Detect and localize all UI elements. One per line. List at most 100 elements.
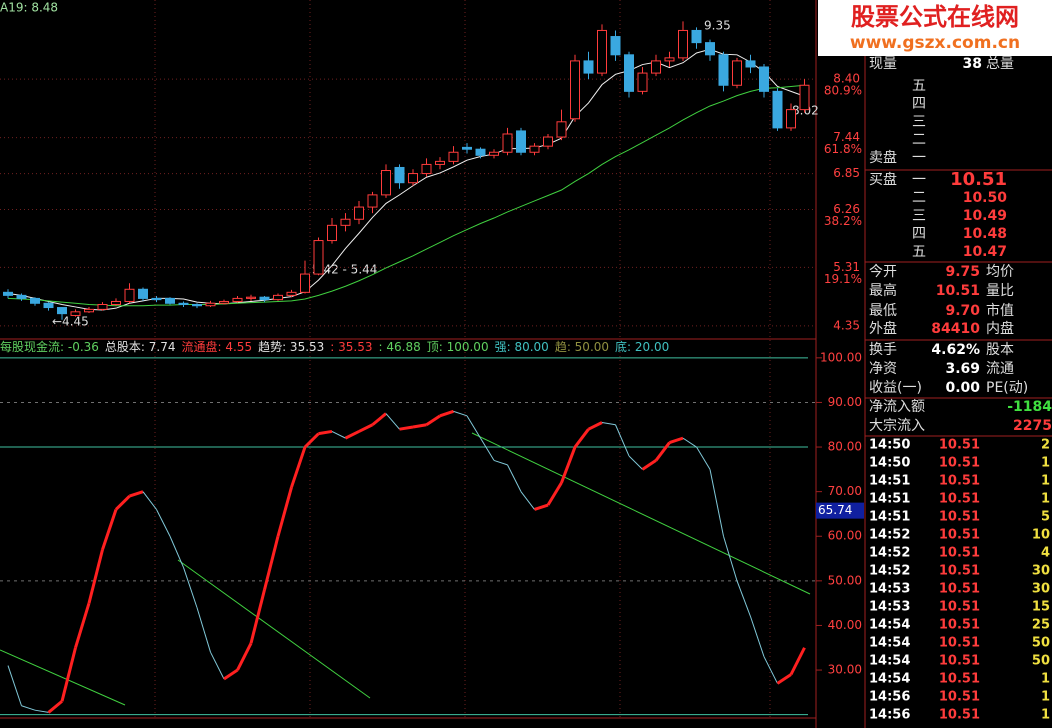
trade-time: 14:50 <box>869 438 910 453</box>
indicator-header-item: : 35.53 <box>330 340 372 354</box>
candle-body <box>610 36 621 56</box>
trade-volume: 1 <box>1041 474 1050 489</box>
label: 内盘 <box>986 320 1014 337</box>
indicator-segment <box>7 665 22 706</box>
label: 最高 <box>869 282 897 299</box>
candle-body <box>745 60 756 68</box>
indicator-segment <box>628 455 643 470</box>
pct-label: 19.1% <box>824 272 862 286</box>
trade-volume: 1 <box>1041 708 1050 723</box>
indicator-segment <box>371 412 387 426</box>
indicator-segment <box>750 616 765 657</box>
y-tick-label: 90.00 <box>828 395 862 409</box>
pct-label: 80.9% <box>824 84 862 98</box>
indicator-segment <box>493 459 508 466</box>
candle-body <box>394 166 405 184</box>
indicator-segment <box>74 602 91 649</box>
label: 股本 <box>986 342 1014 358</box>
y-tick-label: 60.00 <box>828 529 862 543</box>
indicator-segment <box>763 656 778 684</box>
candle-body <box>354 206 364 220</box>
y-tick-label: 4.35 <box>833 318 860 332</box>
label: 量比 <box>986 283 1014 299</box>
indicator-segment <box>303 432 320 449</box>
trade-time: 14:56 <box>869 690 910 705</box>
annotation: ←4.45 <box>52 315 89 329</box>
trade-volume: 1 <box>1041 672 1050 687</box>
label: 净流入额 <box>869 399 925 415</box>
indicator-header-item: 总股本: 7.74 <box>105 340 176 354</box>
trade-time: 14:54 <box>869 618 910 633</box>
candle-body <box>556 121 567 138</box>
indicator-segment <box>210 651 225 680</box>
value: 4.62% <box>931 342 980 358</box>
y-tick-label: 8.40 <box>833 72 860 86</box>
indicator-segment <box>318 429 333 436</box>
indicator-segment <box>156 509 171 537</box>
candle-body <box>259 296 270 301</box>
candle-body <box>192 304 202 307</box>
label: 收益(一) <box>869 380 922 396</box>
trade-price: 10.51 <box>939 600 980 615</box>
y-tick-label: 80.00 <box>828 440 862 454</box>
candle-body <box>543 136 553 147</box>
y-tick-label: 40.00 <box>828 618 862 632</box>
indicator-segment <box>236 642 253 671</box>
indicator-segment <box>412 423 427 429</box>
indicator-segment <box>615 424 630 457</box>
indicator-segment <box>789 647 806 676</box>
candle-body <box>313 240 324 275</box>
value: 9.75 <box>945 264 980 280</box>
candle-body <box>664 57 675 62</box>
indicator-segment <box>546 481 563 506</box>
candle-body <box>300 273 310 293</box>
candle-body <box>3 291 13 296</box>
y-tick-label: 70.00 <box>828 484 862 498</box>
trade-time: 14:50 <box>869 456 910 471</box>
trade-price: 10.51 <box>939 546 980 561</box>
candle-body <box>597 29 607 74</box>
candle-body <box>30 297 40 304</box>
ma-line <box>7 48 805 311</box>
ma-line <box>7 84 805 307</box>
buy-price: 10.49 <box>963 208 1007 224</box>
indicator-header-item: 流通盘: 4.55 <box>182 339 253 354</box>
value: 10.51 <box>936 283 980 299</box>
value: -1184 <box>1007 399 1052 415</box>
value: 9.70 <box>945 303 980 319</box>
indicator-segment <box>466 415 481 439</box>
trade-price: 10.51 <box>939 510 980 525</box>
current-value-box <box>816 502 864 519</box>
candle-body <box>435 160 445 165</box>
pct-label: 38.2% <box>824 214 862 228</box>
indicator-segment <box>60 647 77 702</box>
label: 今开 <box>869 264 897 280</box>
trade-price: 10.51 <box>939 456 980 471</box>
candle-body <box>583 60 594 74</box>
indicator-segment <box>358 423 374 433</box>
indicator-segment <box>47 700 63 714</box>
candle-body <box>205 302 216 307</box>
indicator-segment <box>331 430 346 439</box>
indicator-segment <box>696 446 711 470</box>
candle-body <box>705 42 715 56</box>
trade-time: 14:54 <box>869 636 910 651</box>
trade-time: 14:52 <box>869 564 910 579</box>
trade-time: 14:53 <box>869 600 910 615</box>
value: 84410 <box>931 321 980 337</box>
value: 3.69 <box>945 361 980 377</box>
indicator-segment <box>263 535 280 591</box>
candle-body <box>16 294 27 299</box>
buy-level: 三 <box>912 208 926 224</box>
candle-body <box>367 194 378 208</box>
candle-body <box>448 151 459 162</box>
sell-level: 三 <box>912 114 926 130</box>
indicator-segment <box>520 491 535 510</box>
trade-volume: 30 <box>1032 582 1050 597</box>
label: PE(动) <box>986 380 1028 396</box>
candle-body <box>43 302 54 309</box>
candle-body <box>475 148 486 156</box>
trade-volume: 30 <box>1032 564 1050 579</box>
